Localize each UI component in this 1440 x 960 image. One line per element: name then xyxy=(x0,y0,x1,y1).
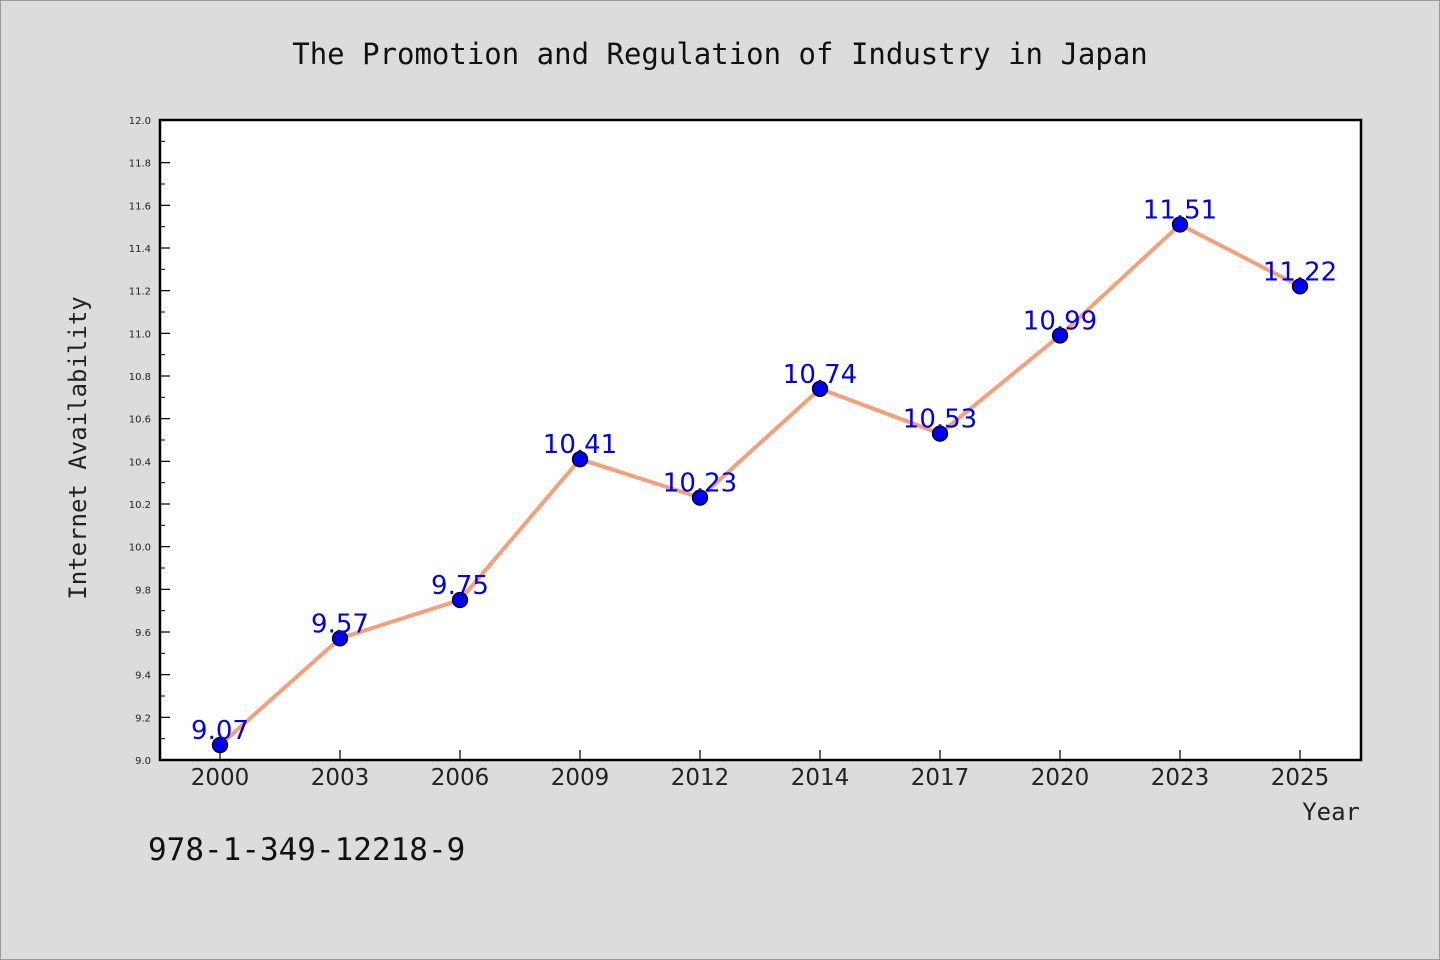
x-tick-label: 2012 xyxy=(671,765,730,791)
data-label: 10.99 xyxy=(1023,306,1097,336)
y-tick-label: 11.2 xyxy=(129,287,151,298)
y-tick-label: 9.6 xyxy=(135,628,151,639)
x-tick-label: 2003 xyxy=(311,765,370,791)
data-point xyxy=(1291,278,1309,295)
y-tick-label: 9.4 xyxy=(135,671,151,682)
series-layer: 9.07 9.57 9.75 10.41 10.23 10.74 10.53 10.99 11.… xyxy=(191,196,1337,754)
x-axis-ticks: 2000 2003 2006 2009 2012 2014 2017 2020 2023 2025 xyxy=(191,750,1330,791)
data-point xyxy=(211,736,229,754)
y-tick-label: 10.8 xyxy=(129,372,151,383)
data-point xyxy=(331,630,349,647)
y-tick-label: 11.6 xyxy=(129,201,151,212)
y-tick-label: 9.0 xyxy=(135,756,151,767)
data-label: 10.23 xyxy=(663,469,737,499)
y-axis-label: Internet Availability xyxy=(64,296,92,599)
isbn-text: 978-1-349-12218-9 xyxy=(148,832,466,868)
data-point xyxy=(451,591,469,609)
y-axis-ticks: 9.0 9.2 9.4 9.6 9.8 10.0 10.2 10.4 10.6 10.8 11.0 1… xyxy=(129,116,170,767)
data-point xyxy=(931,425,949,442)
data-label: 11.22 xyxy=(1263,257,1337,287)
y-tick-label: 10.2 xyxy=(129,500,151,511)
data-label: 9.07 xyxy=(191,716,249,746)
data-label: 9.75 xyxy=(431,571,489,601)
x-tick-label: 2014 xyxy=(791,765,850,791)
series-line xyxy=(218,222,1302,748)
x-tick-label: 2009 xyxy=(551,765,610,791)
y-tick-label: 9.2 xyxy=(135,713,151,724)
data-point xyxy=(691,489,709,506)
x-tick-label: 2020 xyxy=(1031,765,1090,791)
y-tick-label: 11.8 xyxy=(129,159,151,170)
data-point xyxy=(1051,327,1069,344)
data-label: 11.51 xyxy=(1143,196,1217,226)
chart-title: The Promotion and Regulation of Industry… xyxy=(292,37,1148,71)
y-tick-label: 9.8 xyxy=(135,585,151,596)
x-axis-label: Year xyxy=(1302,798,1360,826)
x-tick-label: 2000 xyxy=(191,765,250,791)
x-tick-label: 2025 xyxy=(1271,765,1330,791)
y-tick-label: 10.0 xyxy=(129,543,151,554)
y-tick-label: 10.6 xyxy=(129,415,151,426)
plot-area xyxy=(158,118,1363,762)
data-label: 10.74 xyxy=(783,360,857,390)
data-label: 9.57 xyxy=(311,609,369,639)
data-point xyxy=(1171,216,1189,233)
x-tick-label: 2023 xyxy=(1151,765,1210,791)
data-point xyxy=(571,451,589,468)
y-tick-label: 11.4 xyxy=(129,244,151,255)
data-label: 10.53 xyxy=(903,405,977,435)
y-tick-label: 12.0 xyxy=(129,116,151,127)
y-tick-label: 10.4 xyxy=(129,457,151,468)
data-point xyxy=(811,380,829,397)
y-tick-label: 11.0 xyxy=(129,329,151,340)
x-tick-label: 2017 xyxy=(911,765,970,791)
data-label: 10.41 xyxy=(543,430,617,460)
x-tick-label: 2006 xyxy=(431,765,490,791)
